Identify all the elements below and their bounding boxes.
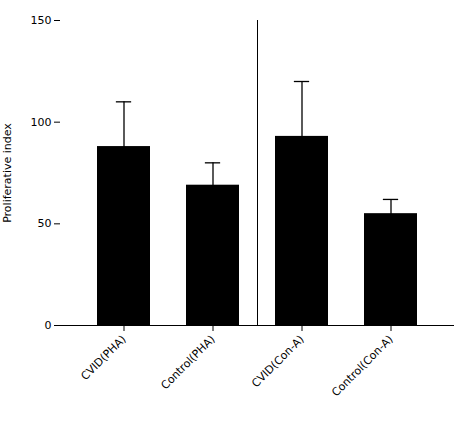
- svg-text:100: 100: [31, 116, 52, 129]
- svg-text:50: 50: [38, 217, 52, 230]
- svg-text:Proliferative index: Proliferative index: [1, 123, 14, 223]
- svg-text:CVID(Con-A): CVID(Con-A): [249, 333, 306, 390]
- svg-text:CVID(PHA): CVID(PHA): [78, 333, 128, 383]
- svg-text:150: 150: [31, 14, 52, 27]
- svg-text:0: 0: [45, 319, 52, 332]
- svg-text:Control(PHA): Control(PHA): [158, 333, 217, 392]
- svg-text:Control(Con-A): Control(Con-A): [329, 333, 395, 399]
